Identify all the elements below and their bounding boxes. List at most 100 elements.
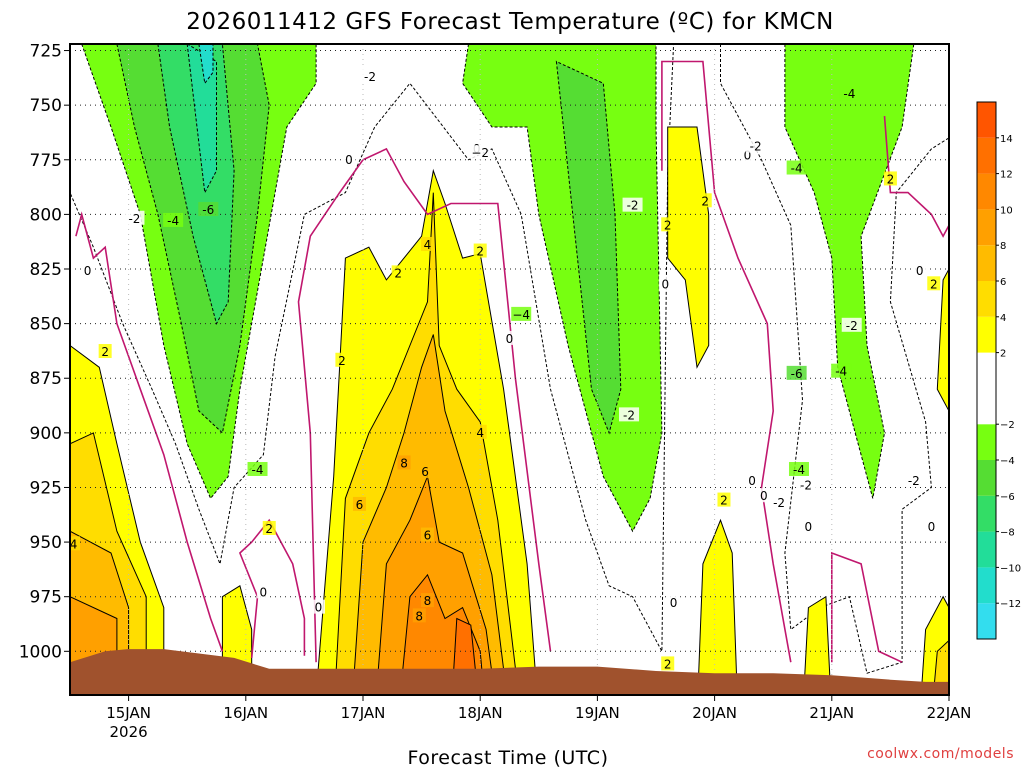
plot-area: -2-4-6024-4200-202240−224866688−40-2-220… xyxy=(70,44,949,695)
contour-label-42: -4 xyxy=(793,463,805,477)
y-axis: 725 750 775 800 825 850 875 900 925 950 975 1000 xyxy=(19,42,70,662)
contour-label-37: 0 xyxy=(916,264,924,278)
contour-label-bg-45 xyxy=(757,488,771,503)
credit-text: coolwx.com/models xyxy=(867,746,1014,762)
y-tick-label-4: 825 xyxy=(30,260,62,280)
colorbar-label-9: −6 xyxy=(1000,492,1015,503)
contour-label-14: 4 xyxy=(424,238,432,252)
contour-label-bg-5 xyxy=(70,536,81,551)
x-tick-sublabel-0: 2026 xyxy=(110,723,148,741)
zero-isotherms xyxy=(75,60,949,663)
contour-label-bg-18 xyxy=(473,424,487,439)
contour-label-bg-26 xyxy=(503,330,516,345)
colorbar-label-8: −4 xyxy=(1000,456,1015,467)
contour-label-bg-33 xyxy=(745,138,766,153)
contour-label-51: 0 xyxy=(670,596,678,610)
y-tick-label-0: 725 xyxy=(30,42,62,62)
y-tick-label-6: 875 xyxy=(30,369,62,389)
colorbar-label-1: 12 xyxy=(1000,170,1013,181)
contour-label-5: 4 xyxy=(70,537,78,551)
contour-label-bg-29 xyxy=(661,217,675,232)
contour-label-35: -4 xyxy=(843,87,855,101)
contour-label-26: 0 xyxy=(506,332,514,346)
contour-label-7: 2 xyxy=(265,522,273,536)
contour-label-bg-1 xyxy=(163,212,184,227)
contour-label-bg-2 xyxy=(198,202,219,217)
colorbar-label-3: 8 xyxy=(1000,241,1006,252)
colorbar-swatch-9 xyxy=(977,245,996,281)
contour-label-bg-51 xyxy=(667,595,681,610)
contour-label-32: 0 xyxy=(744,148,752,162)
colorbar-label-6: 2 xyxy=(1000,349,1006,360)
contour-label-18: 4 xyxy=(476,426,484,440)
contour-label-bg-21 xyxy=(352,496,366,511)
contour-label-43: -2 xyxy=(800,478,812,492)
colorbar-swatch-8 xyxy=(977,281,996,317)
contour-label-bg-12 xyxy=(335,352,349,367)
contour-label-30: 0 xyxy=(662,277,670,291)
colorbar-label-10: −8 xyxy=(1000,528,1015,539)
y-tick-label-3: 800 xyxy=(30,205,62,225)
contour-label-46: -2 xyxy=(773,496,785,510)
plot-frame xyxy=(69,43,950,696)
colorbar-swatch-7 xyxy=(977,316,996,353)
y-tick-label-9: 950 xyxy=(30,533,62,553)
contour-label-bg-30 xyxy=(658,276,672,291)
x-tick-label-2: 17JAN xyxy=(341,704,386,722)
colorbar-swatch-4 xyxy=(977,460,996,496)
colorbar-label-5: 4 xyxy=(1000,313,1006,324)
colorbar-swatch-1 xyxy=(977,567,996,604)
contour-label-3: 0 xyxy=(84,264,92,278)
contour-label-bg-46 xyxy=(769,494,790,509)
contour-label-16: −2 xyxy=(471,146,489,160)
contour-label-bg-28 xyxy=(619,407,640,422)
colorbar-label-2: 10 xyxy=(1000,205,1013,216)
contour-label-1: -4 xyxy=(167,214,179,228)
contour-label-bg-25 xyxy=(511,306,532,321)
contour-label-bg-8 xyxy=(256,584,270,599)
contour-label-17: 2 xyxy=(476,245,484,259)
contour-label-bg-9 xyxy=(311,599,325,614)
x-axis-label: Forecast Time (UTC) xyxy=(408,747,609,768)
contour-label-bg-52 xyxy=(661,656,675,671)
y-tick-label-11: 1000 xyxy=(19,642,62,662)
contour-label-bg-50 xyxy=(924,518,938,533)
contour-label-52: 2 xyxy=(664,657,672,671)
contour-label-11: 0 xyxy=(345,153,353,167)
contour-label-29: 2 xyxy=(664,218,672,232)
contour-label-bg-6 xyxy=(247,461,268,476)
x-tick-label-1: 16JAN xyxy=(223,704,268,722)
contour-label-bg-31 xyxy=(698,193,712,208)
temp-region-20 xyxy=(932,639,949,695)
colorbar-label-7: −2 xyxy=(1000,420,1015,431)
contour-label-10: -2 xyxy=(364,70,376,84)
temp-region-9 xyxy=(198,44,214,85)
temp-region-14 xyxy=(697,518,738,695)
contour-label-bg-48 xyxy=(801,518,815,533)
y-tick-label-7: 900 xyxy=(30,424,62,444)
contour-label-bg-49 xyxy=(903,472,924,487)
colorbar-swatch-5 xyxy=(977,424,996,460)
contour-label-23: 8 xyxy=(424,594,432,608)
contour-label-bg-10 xyxy=(360,68,381,83)
colorbar-swatch-12 xyxy=(977,137,996,174)
x-tick-label-6: 21JAN xyxy=(809,704,854,722)
contour-labels: -2-4-6024-4200-202240−224866688−40-2-220… xyxy=(70,68,941,671)
contour-label-bg-19 xyxy=(397,455,411,470)
contour-label-28: -2 xyxy=(623,408,635,422)
zero-isotherm-2 xyxy=(297,147,552,663)
contour-label-22: 6 xyxy=(424,529,432,543)
contour-label-12: 2 xyxy=(338,354,346,368)
temp-region-4 xyxy=(784,44,915,499)
terrain-surface xyxy=(70,649,949,695)
contour-label-bg-41 xyxy=(831,363,852,378)
contour-label-33: -2 xyxy=(750,140,762,154)
contour-label-34: -4 xyxy=(791,162,803,176)
y-tick-label-10: 975 xyxy=(30,588,62,608)
contour-label-bg-24 xyxy=(412,608,426,623)
colorbar-swatch-0 xyxy=(977,603,996,639)
colorbar-swatch-2 xyxy=(977,531,996,568)
colorbar-swatch-13 xyxy=(977,102,996,138)
contour-label-bg-43 xyxy=(796,477,817,492)
